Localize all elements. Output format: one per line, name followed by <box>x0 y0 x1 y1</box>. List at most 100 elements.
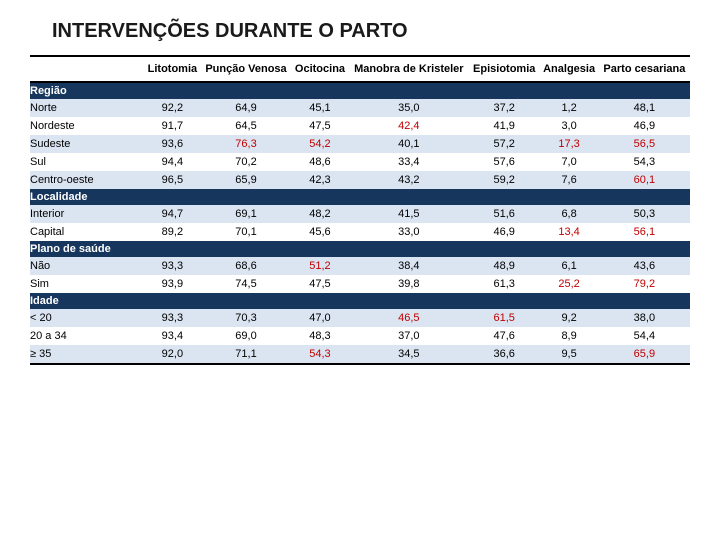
section-row: Região <box>30 82 690 99</box>
cell: 68,6 <box>201 257 292 275</box>
cell: 36,6 <box>469 345 539 364</box>
section-row: Localidade <box>30 189 690 205</box>
cell: 40,1 <box>349 135 469 153</box>
row-label: Nordeste <box>30 117 144 135</box>
cell: 48,2 <box>291 205 348 223</box>
cell: 46,9 <box>469 223 539 241</box>
cell: 6,1 <box>539 257 598 275</box>
table-row: ≥ 3592,071,154,334,536,69,565,9 <box>30 345 690 364</box>
cell: 35,0 <box>349 99 469 117</box>
cell: 57,2 <box>469 135 539 153</box>
cell: 93,4 <box>144 327 201 345</box>
cell: 33,0 <box>349 223 469 241</box>
section-label: Plano de saúde <box>30 241 690 257</box>
row-label: Não <box>30 257 144 275</box>
cell: 47,5 <box>291 117 348 135</box>
section-row: Plano de saúde <box>30 241 690 257</box>
cell: 38,4 <box>349 257 469 275</box>
section-row: Idade <box>30 293 690 309</box>
cell: 45,1 <box>291 99 348 117</box>
cell: 9,2 <box>539 309 598 327</box>
section-label: Região <box>30 82 690 99</box>
row-label: Capital <box>30 223 144 241</box>
table-row: Não93,368,651,238,448,96,143,6 <box>30 257 690 275</box>
cell: 9,5 <box>539 345 598 364</box>
cell: 42,3 <box>291 171 348 189</box>
cell: 34,5 <box>349 345 469 364</box>
cell: 47,6 <box>469 327 539 345</box>
cell: 64,9 <box>201 99 292 117</box>
cell: 37,0 <box>349 327 469 345</box>
table-row: Norte92,264,945,135,037,21,248,1 <box>30 99 690 117</box>
cell: 93,9 <box>144 275 201 293</box>
cell: 50,3 <box>599 205 690 223</box>
cell: 65,9 <box>599 345 690 364</box>
cell: 1,2 <box>539 99 598 117</box>
cell: 38,0 <box>599 309 690 327</box>
cell: 7,0 <box>539 153 598 171</box>
cell: 79,2 <box>599 275 690 293</box>
col-header: Punção Venosa <box>201 56 292 82</box>
cell: 48,6 <box>291 153 348 171</box>
cell: 89,2 <box>144 223 201 241</box>
cell: 25,2 <box>539 275 598 293</box>
cell: 45,6 <box>291 223 348 241</box>
header-row: LitotomiaPunção VenosaOcitocinaManobra d… <box>30 56 690 82</box>
col-header: Parto cesariana <box>599 56 690 82</box>
cell: 43,2 <box>349 171 469 189</box>
row-label: Sudeste <box>30 135 144 153</box>
data-table: LitotomiaPunção VenosaOcitocinaManobra d… <box>30 55 690 365</box>
table-row: Sudeste93,676,354,240,157,217,356,5 <box>30 135 690 153</box>
cell: 71,1 <box>201 345 292 364</box>
cell: 57,6 <box>469 153 539 171</box>
row-label: Norte <box>30 99 144 117</box>
cell: 43,6 <box>599 257 690 275</box>
cell: 13,4 <box>539 223 598 241</box>
col-header: Litotomia <box>144 56 201 82</box>
cell: 39,8 <box>349 275 469 293</box>
col-header: Analgesia <box>539 56 598 82</box>
cell: 93,6 <box>144 135 201 153</box>
cell: 8,9 <box>539 327 598 345</box>
cell: 61,3 <box>469 275 539 293</box>
cell: 70,3 <box>201 309 292 327</box>
cell: 46,5 <box>349 309 469 327</box>
cell: 48,1 <box>599 99 690 117</box>
row-label: < 20 <box>30 309 144 327</box>
cell: 69,1 <box>201 205 292 223</box>
row-label: Sul <box>30 153 144 171</box>
col-header: Manobra de Kristeler <box>349 56 469 82</box>
table-row: Sul94,470,248,633,457,67,054,3 <box>30 153 690 171</box>
cell: 56,1 <box>599 223 690 241</box>
cell: 3,0 <box>539 117 598 135</box>
cell: 76,3 <box>201 135 292 153</box>
cell: 54,3 <box>291 345 348 364</box>
cell: 46,9 <box>599 117 690 135</box>
cell: 94,4 <box>144 153 201 171</box>
table-row: < 2093,370,347,046,561,59,238,0 <box>30 309 690 327</box>
cell: 96,5 <box>144 171 201 189</box>
table-row: 20 a 3493,469,048,337,047,68,954,4 <box>30 327 690 345</box>
cell: 6,8 <box>539 205 598 223</box>
cell: 48,3 <box>291 327 348 345</box>
row-label: Centro-oeste <box>30 171 144 189</box>
cell: 91,7 <box>144 117 201 135</box>
col-header: Episiotomia <box>469 56 539 82</box>
cell: 37,2 <box>469 99 539 117</box>
cell: 33,4 <box>349 153 469 171</box>
section-label: Idade <box>30 293 690 309</box>
cell: 51,2 <box>291 257 348 275</box>
cell: 54,4 <box>599 327 690 345</box>
table-row: Centro-oeste96,565,942,343,259,27,660,1 <box>30 171 690 189</box>
row-label: 20 a 34 <box>30 327 144 345</box>
table-row: Interior94,769,148,241,551,66,850,3 <box>30 205 690 223</box>
cell: 7,6 <box>539 171 598 189</box>
cell: 17,3 <box>539 135 598 153</box>
cell: 92,2 <box>144 99 201 117</box>
cell: 64,5 <box>201 117 292 135</box>
cell: 51,6 <box>469 205 539 223</box>
table-body: RegiãoNorte92,264,945,135,037,21,248,1No… <box>30 82 690 364</box>
cell: 54,2 <box>291 135 348 153</box>
cell: 47,0 <box>291 309 348 327</box>
cell: 61,5 <box>469 309 539 327</box>
